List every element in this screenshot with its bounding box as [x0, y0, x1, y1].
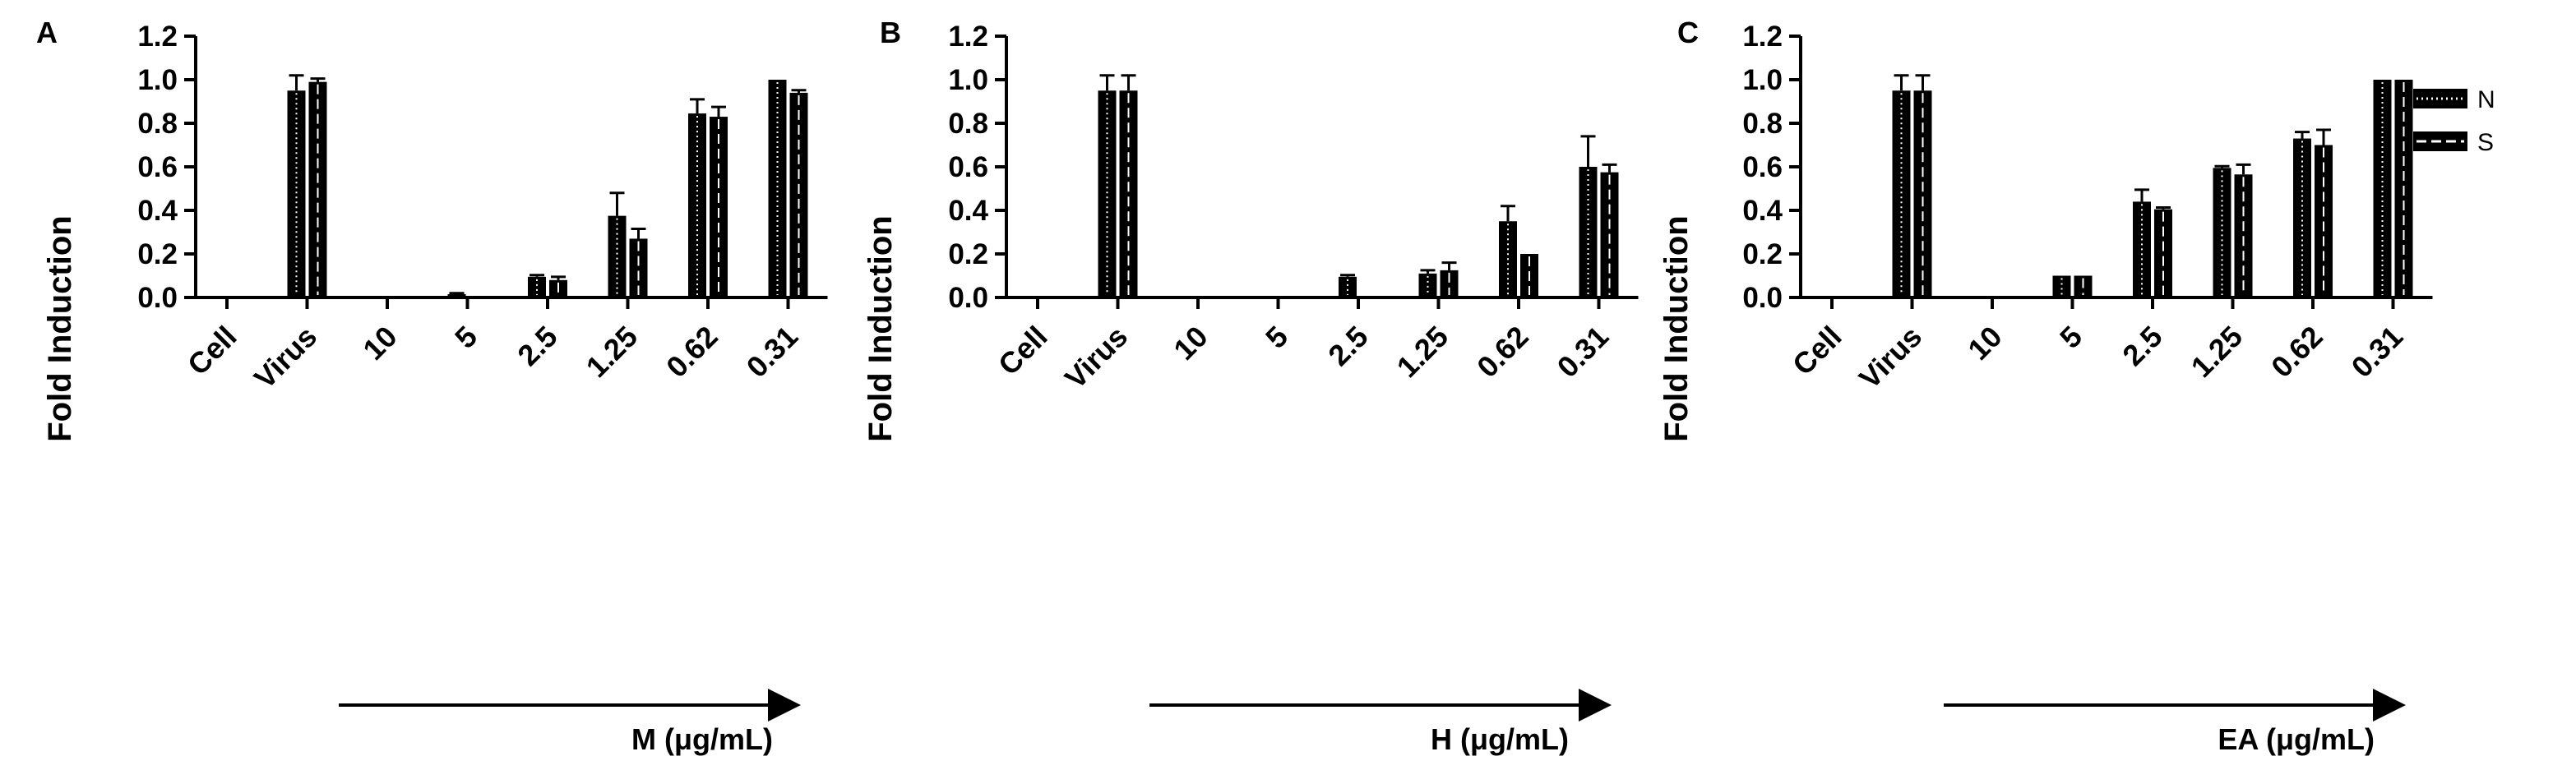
x-category-label: Virus: [1058, 320, 1134, 395]
y-tick-label: 0.8: [1742, 108, 1783, 140]
x-category-label: Cell: [992, 320, 1054, 382]
legend-item-n: N: [2413, 86, 2495, 113]
x-category-label: 5: [2053, 320, 2088, 355]
bar-s: [710, 117, 728, 297]
plot-area: [1801, 74, 2433, 309]
x-category-label: Virus: [1852, 320, 1928, 395]
y-tick-label: 1.2: [137, 21, 178, 53]
x-category-label: 2.5: [2116, 320, 2168, 372]
y-tick-label: 0.2: [137, 238, 178, 270]
y-tick-label: 1.0: [948, 64, 988, 96]
panel-c: C Fold Induction 0.0 0.2 0.4 0.6 0.8 1.0 1.2 C…: [1658, 16, 2433, 756]
bar-n: [608, 215, 627, 297]
y-tick-label: 1.2: [948, 21, 988, 53]
bar-s: [2154, 209, 2172, 297]
y-tick-label: 0.6: [948, 151, 988, 183]
bar-n: [2052, 275, 2071, 297]
y-tick-label: 1.2: [1742, 21, 1783, 53]
x-category-label: Virus: [247, 320, 323, 395]
bar-n: [768, 80, 787, 297]
y-tick-label: 0.6: [1742, 151, 1783, 183]
y-tick-label: 0.0: [137, 282, 178, 314]
x-category-label: 10: [1167, 320, 1214, 367]
category-labels: Cell Virus 10 5 2.5 1.25 0.62 0.31: [181, 320, 804, 395]
y-axis-title: Fold Induction: [42, 215, 78, 442]
y-tick-label: 0.6: [137, 151, 178, 183]
y-tick-label: 1.0: [1742, 64, 1783, 96]
x-category-label: 2.5: [1321, 320, 1374, 372]
x-category-label: 2.5: [511, 320, 563, 372]
y-axis-title: Fold Induction: [863, 215, 899, 442]
x-category-label: 5: [1259, 320, 1294, 355]
panel-a: A Fold Induction 0.0 0.2 0.4 0.6 0.8 1.0 1.2 C…: [36, 16, 828, 756]
x-axis-title: H (μg/mL): [1431, 722, 1569, 756]
bar-n: [1892, 90, 1911, 297]
bar-n: [1098, 90, 1117, 297]
y-tick-label: 0.4: [948, 195, 988, 227]
bar-n: [1418, 273, 1437, 297]
y-axis: 0.0 0.2 0.4 0.6 0.8 1.0 1.2: [137, 21, 197, 314]
y-tick-label: 0.8: [137, 108, 178, 140]
y-tick-label: 0.4: [137, 195, 178, 227]
bar-n: [1579, 167, 1598, 297]
x-category-label: Cell: [181, 320, 243, 382]
bar-n: [447, 294, 466, 297]
bar-n: [1339, 276, 1357, 297]
category-labels: Cell Virus 10 5 2.5 1.25 0.62 0.31: [1786, 320, 2409, 395]
x-category-label: 1.25: [2185, 320, 2250, 385]
bar-n: [2373, 80, 2392, 297]
bar-s: [2315, 145, 2333, 297]
y-axis-title: Fold Induction: [1658, 215, 1695, 442]
y-tick-label: 0.2: [948, 238, 988, 270]
x-axis-title: M (μg/mL): [631, 722, 773, 756]
bar-n: [287, 90, 306, 297]
bar-s: [789, 92, 808, 298]
bar-s: [1913, 90, 1932, 297]
x-category-label: 0.31: [740, 320, 805, 385]
y-tick-label: 1.0: [137, 64, 178, 96]
y-tick-label: 0.0: [948, 282, 988, 314]
bar-s: [629, 238, 648, 297]
y-tick-label: 0.2: [1742, 238, 1783, 270]
legend-item-s: S: [2413, 129, 2494, 156]
x-category-label: 1.25: [580, 320, 645, 385]
x-category-label: 1.25: [1390, 320, 1455, 385]
y-tick-label: 0.0: [1742, 282, 1783, 314]
x-category-label: 0.31: [1551, 320, 1616, 385]
x-category-label: 10: [356, 320, 403, 367]
panel-letter: A: [36, 16, 58, 49]
x-category-label: 0.62: [659, 320, 724, 385]
x-category-label: 0.62: [2264, 320, 2329, 385]
bar-s: [1440, 270, 1459, 297]
x-axis-title: EA (μg/mL): [2218, 722, 2375, 756]
bar-n: [2293, 138, 2311, 297]
legend: N S: [2413, 86, 2495, 156]
legend-label-n: N: [2477, 86, 2495, 113]
bar-s: [1119, 90, 1138, 297]
bar-s: [2234, 174, 2253, 297]
plot-area: [1006, 74, 1639, 309]
y-tick-label: 0.8: [948, 108, 988, 140]
x-category-label: 0.62: [1470, 320, 1535, 385]
plot-area: [196, 74, 828, 309]
y-axis: 0.0 0.2 0.4 0.6 0.8 1.0 1.2: [1742, 21, 1802, 314]
x-category-label: 5: [448, 320, 483, 355]
category-labels: Cell Virus 10 5 2.5 1.25 0.62 0.31: [992, 320, 1615, 395]
panel-b: B Fold Induction 0.0 0.2 0.4 0.6 0.8 1.0 1.2 C…: [863, 16, 1639, 756]
x-category-label: Cell: [1786, 320, 1848, 382]
legend-label-s: S: [2477, 129, 2494, 156]
y-axis: 0.0 0.2 0.4 0.6 0.8 1.0 1.2: [948, 21, 1008, 314]
x-category-label: 0.31: [2345, 320, 2410, 385]
x-category-label: 10: [1961, 320, 2008, 367]
bar-n: [528, 276, 546, 297]
bar-n: [2213, 168, 2231, 297]
y-tick-label: 0.4: [1742, 195, 1783, 227]
panel-letter: C: [1677, 16, 1699, 49]
legend-swatch-n: [2413, 89, 2467, 108]
panel-letter: B: [880, 16, 901, 49]
